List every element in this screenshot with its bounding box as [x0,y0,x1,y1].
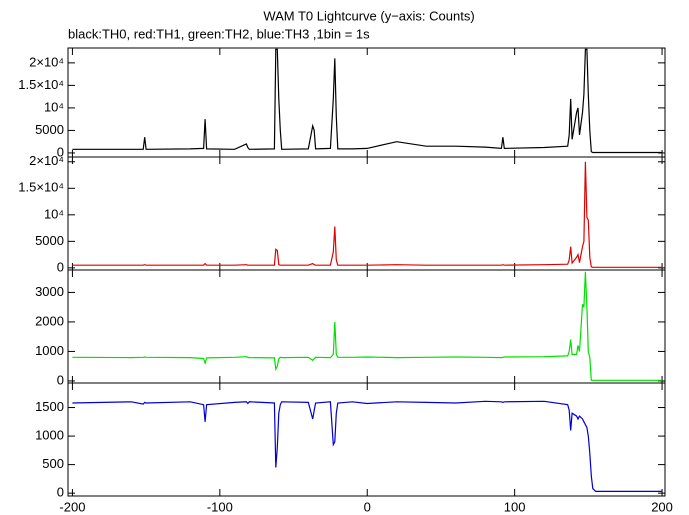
y-tick-label: 0 [57,259,64,274]
y-tick-label: 1000 [35,428,64,443]
x-tick-label: 0 [364,499,371,514]
y-tick-label: 10⁴ [44,99,64,114]
y-tick-label: 2000 [35,313,64,328]
chart-title: WAM T0 Lightcurve (y−axis: Counts) [263,8,474,23]
y-tick-label: 0 [57,372,64,387]
chart-subtitle: black:TH0, red:TH1, green:TH2, blue:TH3 … [68,26,370,41]
y-tick-label: 0 [57,485,64,500]
y-tick-label: 2×10⁴ [29,153,64,168]
panel-frame [67,382,666,497]
lightcurve [72,161,663,268]
y-tick-label: 1000 [35,343,64,358]
lightcurve [72,271,663,381]
y-tick-label: 1.5×10⁴ [18,180,64,195]
y-tick-label: 10⁴ [44,206,64,221]
x-tick-label: -200 [59,499,85,514]
y-tick-label: 500 [42,456,64,471]
lightcurve [72,48,663,154]
x-tick-label: 100 [504,499,526,514]
y-tick-label: 1500 [35,399,64,414]
x-tick-label: 200 [651,499,673,514]
lightcurve [72,400,663,492]
y-tick-label: 0 [57,144,64,159]
y-tick-label: 2×10⁴ [29,54,64,69]
y-tick-label: 5000 [35,122,64,137]
y-tick-label: 3000 [35,284,64,299]
y-tick-label: 5000 [35,233,64,248]
y-tick-label: 1.5×10⁴ [18,77,64,92]
x-tick-label: -100 [207,499,233,514]
